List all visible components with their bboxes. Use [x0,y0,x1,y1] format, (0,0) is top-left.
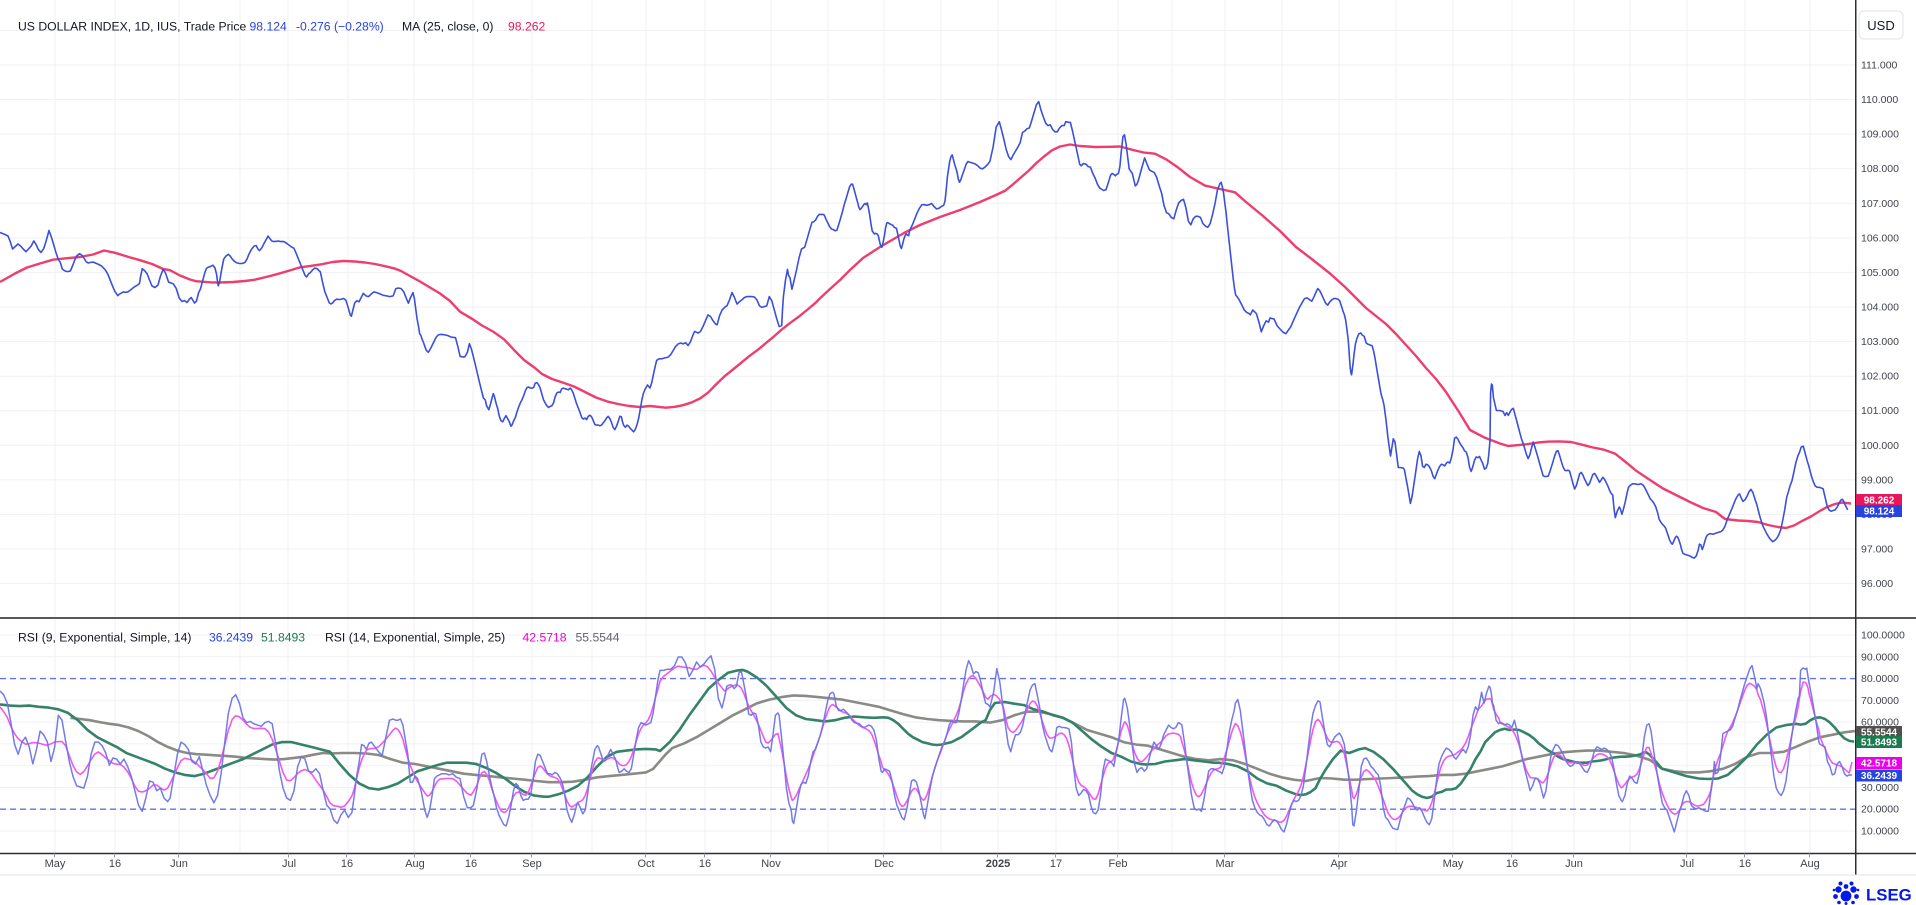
svg-text:106.000: 106.000 [1861,232,1899,244]
svg-text:80.0000: 80.0000 [1861,673,1899,685]
svg-text:Sep: Sep [522,858,542,870]
svg-text:96.000: 96.000 [1861,578,1893,590]
svg-text:42.5718: 42.5718 [1861,758,1898,769]
svg-text:101.000: 101.000 [1861,405,1899,417]
svg-text:36.2439: 36.2439 [1861,771,1898,782]
svg-text:Aug: Aug [405,858,425,870]
svg-text:103.000: 103.000 [1861,336,1899,348]
svg-text:16: 16 [109,858,121,870]
svg-text:16: 16 [1739,858,1751,870]
svg-text:98.262: 98.262 [1864,495,1895,506]
svg-text:-0.276 (−0.28%): -0.276 (−0.28%) [296,20,384,34]
svg-text:Mar: Mar [1216,858,1235,870]
svg-text:Nov: Nov [761,858,781,870]
svg-text:Dec: Dec [874,858,894,870]
svg-text:109.000: 109.000 [1861,129,1899,141]
svg-text:Aug: Aug [1800,858,1820,870]
svg-text:110.000: 110.000 [1861,94,1898,106]
svg-text:108.000: 108.000 [1861,163,1899,175]
svg-text:55.5544: 55.5544 [576,631,620,645]
svg-text:105.000: 105.000 [1861,267,1899,279]
svg-text:May: May [1443,858,1464,870]
svg-text:97.000: 97.000 [1861,544,1893,556]
svg-text:111.000: 111.000 [1861,60,1898,72]
svg-text:Oct: Oct [637,858,654,870]
svg-text:16: 16 [1506,858,1518,870]
svg-text:Feb: Feb [1109,858,1128,870]
svg-text:55.5544: 55.5544 [1861,727,1898,738]
svg-text:Jun: Jun [170,858,188,870]
svg-text:90.0000: 90.0000 [1861,651,1899,663]
svg-text:60.0000: 60.0000 [1861,717,1899,729]
svg-text:20.0000: 20.0000 [1861,804,1899,816]
svg-text:98.262: 98.262 [508,20,545,34]
svg-text:RSI (14, Exponential, Simple,: RSI (14, Exponential, Simple, 25) [325,631,505,645]
svg-text:US DOLLAR INDEX, 1D, IUS, Trad: US DOLLAR INDEX, 1D, IUS, Trade Price [18,20,246,34]
svg-text:USD: USD [1867,18,1894,33]
svg-text:98.124: 98.124 [250,20,287,34]
svg-text:99.000: 99.000 [1861,474,1893,486]
svg-text:30.0000: 30.0000 [1861,782,1899,794]
svg-text:LSEG: LSEG [1866,886,1912,905]
svg-text:17: 17 [1050,858,1062,870]
svg-text:Jul: Jul [282,858,296,870]
svg-text:107.000: 107.000 [1861,198,1899,210]
svg-text:51.8493: 51.8493 [1861,737,1898,748]
svg-text:16: 16 [465,858,477,870]
svg-text:36.2439: 36.2439 [209,631,253,645]
svg-text:102.000: 102.000 [1861,371,1899,383]
svg-text:MA (25, close, 0): MA (25, close, 0) [402,20,493,34]
svg-text:42.5718: 42.5718 [523,631,567,645]
svg-text:100.000: 100.000 [1861,440,1899,452]
svg-text:Jun: Jun [1565,858,1583,870]
svg-text:98.124: 98.124 [1864,506,1895,517]
svg-text:16: 16 [341,858,353,870]
svg-text:16: 16 [699,858,711,870]
svg-text:100.0000: 100.0000 [1861,630,1905,642]
svg-text:70.0000: 70.0000 [1861,695,1899,707]
svg-text:104.000: 104.000 [1861,302,1899,314]
svg-text:RSI (9, Exponential, Simple, 1: RSI (9, Exponential, Simple, 14) [18,631,191,645]
svg-text:2025: 2025 [986,858,1010,870]
svg-text:10.0000: 10.0000 [1861,826,1899,838]
svg-text:May: May [45,858,66,870]
svg-text:51.8493: 51.8493 [261,631,305,645]
svg-text:Jul: Jul [1680,858,1694,870]
svg-text:Apr: Apr [1330,858,1347,870]
